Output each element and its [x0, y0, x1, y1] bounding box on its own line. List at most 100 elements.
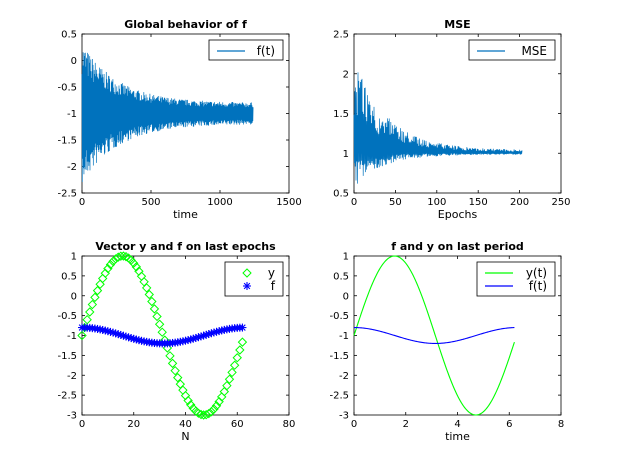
- y-tick-label: -2: [339, 371, 349, 382]
- legend-label: y: [268, 266, 275, 280]
- y-tick-label: -3: [339, 411, 349, 422]
- legend-label: f: [271, 279, 276, 293]
- y-point: [118, 251, 129, 261]
- x-tick-label: 80: [283, 419, 296, 430]
- series-line-f-t: [81, 52, 254, 183]
- y-point: [173, 372, 183, 383]
- y-tick-label: 0: [343, 291, 349, 302]
- y-point: [90, 292, 100, 303]
- y-tick-label: -1.5: [57, 351, 77, 362]
- y-tick-label: -1.5: [329, 351, 349, 362]
- x-tick-label: 500: [141, 197, 160, 208]
- legend: [476, 261, 556, 297]
- subplot-3: [81, 255, 290, 416]
- y-tick-label: -1: [67, 109, 77, 120]
- x-tick-label: 6: [506, 419, 512, 430]
- y-point: [185, 400, 196, 410]
- y-tick-label: 0.5: [333, 271, 349, 282]
- x-tick-label: 1000: [207, 197, 232, 208]
- legend-diamond-marker: [242, 268, 252, 278]
- chart-title: MSE: [444, 18, 470, 31]
- y-tick-label: 1: [343, 252, 349, 263]
- chart-title: Vector y and f on last epochs: [95, 240, 276, 253]
- x-tick-label: 2: [403, 419, 409, 430]
- x-tick-label: 0: [79, 197, 85, 208]
- y-point: [224, 374, 235, 384]
- y-point: [103, 263, 113, 274]
- y-point: [121, 251, 131, 262]
- y-point: [204, 408, 214, 419]
- x-axis-label: N: [181, 430, 189, 443]
- y-tick-label: 0.5: [61, 30, 77, 41]
- y-point: [144, 289, 154, 300]
- x-tick-label: 1500: [276, 197, 301, 208]
- y-tick-label: 2.5: [333, 30, 349, 41]
- legend: [468, 39, 556, 61]
- legend: [224, 261, 284, 297]
- y-point: [198, 410, 209, 420]
- y-tick-label: -1.5: [57, 136, 77, 147]
- y-tick-label: 1: [71, 252, 77, 263]
- x-axis-label: time: [173, 208, 198, 221]
- x-tick-label: 200: [510, 197, 529, 208]
- y-point: [211, 401, 222, 411]
- series-line-f-t: [354, 327, 515, 344]
- y-point: [237, 337, 248, 347]
- y-tick-label: -2.5: [57, 189, 77, 200]
- y-point: [141, 283, 152, 293]
- x-tick-label: 0: [351, 197, 357, 208]
- chart-title: f and y on last period: [391, 240, 524, 253]
- y-point: [232, 353, 242, 363]
- x-axis-label: time: [445, 430, 470, 443]
- x-axis-label: Epochs: [438, 208, 478, 221]
- x-tick-label: 100: [427, 197, 446, 208]
- y-point: [92, 285, 103, 296]
- x-tick-label: 60: [231, 419, 244, 430]
- x-tick-label: 50: [389, 197, 402, 208]
- y-point: [113, 252, 123, 262]
- series-line-mse: [353, 72, 523, 184]
- y-tick-label: -2.5: [57, 391, 77, 402]
- x-tick-label: 150: [469, 197, 488, 208]
- y-point: [235, 345, 245, 355]
- y-point: [154, 319, 165, 329]
- y-tick-label: -1: [67, 331, 77, 342]
- legend-label: f(t): [529, 279, 547, 293]
- y-point: [227, 367, 237, 378]
- x-tick-label: 8: [558, 419, 564, 430]
- x-tick-label: 250: [551, 197, 570, 208]
- y-tick-label: -2.5: [329, 391, 349, 402]
- y-tick-label: -0.5: [57, 311, 77, 322]
- y-tick-label: -0.5: [329, 311, 349, 322]
- y-point: [108, 256, 118, 267]
- y-point: [170, 365, 180, 376]
- legend: [208, 39, 284, 61]
- legend-label: f(t): [257, 44, 275, 58]
- x-tick-label: 0: [79, 419, 85, 430]
- y-point: [193, 408, 204, 418]
- y-point: [209, 404, 219, 414]
- chart-title: Global behavior of f: [124, 18, 247, 31]
- y-point: [157, 327, 167, 337]
- x-tick-label: 40: [179, 419, 192, 430]
- y-point: [165, 351, 175, 361]
- y-point: [139, 277, 149, 287]
- y-tick-label: 0: [71, 291, 77, 302]
- y-tick-label: -0.5: [57, 83, 77, 94]
- y-tick-label: -2: [67, 162, 77, 173]
- y-point: [152, 311, 162, 322]
- y-point: [129, 258, 139, 268]
- y-point: [131, 262, 142, 272]
- y-point: [85, 307, 95, 317]
- y-point: [229, 360, 240, 370]
- y-point: [222, 380, 232, 391]
- y-tick-label: 0: [71, 56, 77, 67]
- y-point: [167, 358, 178, 369]
- y-point: [206, 407, 217, 417]
- legend-label: MSE: [521, 44, 547, 58]
- y-point: [149, 304, 160, 314]
- f-point: [238, 323, 247, 332]
- y-tick-label: 1: [343, 149, 349, 160]
- y-tick-label: -1: [339, 331, 349, 342]
